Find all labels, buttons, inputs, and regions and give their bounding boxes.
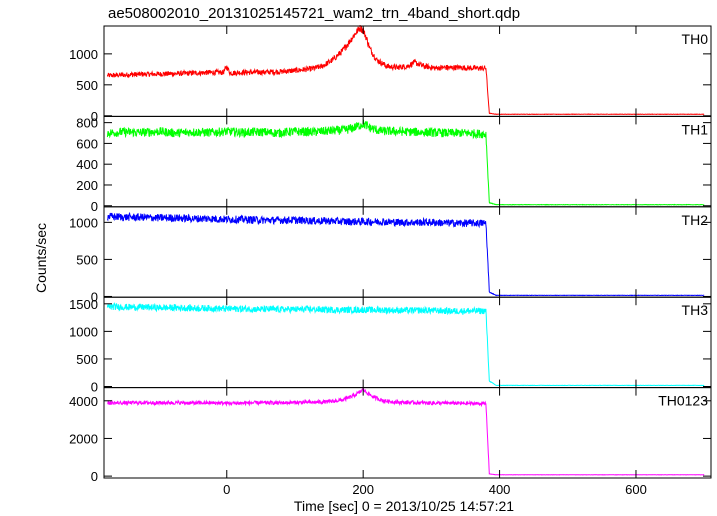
y-tick-label: 0 — [91, 199, 98, 214]
x-axis-label: Time [sec] 0 = 2013/10/25 14:57:21 — [294, 498, 514, 514]
y-tick-label: 0 — [91, 379, 98, 394]
y-tick-label: 500 — [76, 78, 98, 93]
panel-label-th3: TH3 — [682, 302, 709, 318]
panels: 0 500 1000 TH0 0 200 400 600 800 TH1 0 500 1000 TH2 0 5… — [69, 24, 712, 497]
panel-th0123: 0 2000 4000 TH0123 — [69, 387, 712, 484]
y-axis-label: Counts/sec — [33, 223, 49, 293]
y-tick-label: 200 — [76, 178, 98, 193]
series-line-th2 — [106, 211, 705, 297]
series-line-th1 — [106, 119, 705, 206]
y-tick-label: 1500 — [69, 297, 98, 312]
y-tick-label: 0 — [91, 109, 98, 124]
panel-th3: 0 500 1000 1500 TH3 — [69, 296, 712, 394]
x-tick-label: 400 — [489, 482, 511, 497]
x-tick-label: 600 — [625, 482, 647, 497]
x-tick-label: 0 — [223, 482, 230, 497]
panel-th1: 0 200 400 600 800 TH1 — [76, 116, 712, 214]
panel-th0: 0 500 1000 TH0 — [69, 24, 712, 124]
panel-frame — [103, 206, 712, 298]
panel-label-th0: TH0 — [682, 31, 709, 47]
y-tick-label: 4000 — [69, 394, 98, 409]
panel-th2: 0 500 1000 TH2 — [69, 206, 712, 304]
y-tick-label: 500 — [76, 352, 98, 367]
series-line-th3 — [106, 302, 705, 387]
series-line-th0123 — [107, 388, 705, 476]
y-tick-label: 0 — [91, 289, 98, 304]
panel-label-th2: TH2 — [682, 212, 709, 228]
y-tick-label: 1000 — [69, 215, 98, 230]
y-tick-label: 0 — [91, 469, 98, 484]
y-tick-label: 800 — [76, 116, 98, 131]
y-tick-label: 1000 — [69, 47, 98, 62]
chart-title: ae508002010_20131025145721_wam2_trn_4ban… — [108, 5, 520, 22]
y-tick-label: 500 — [76, 252, 98, 267]
y-tick-label: 400 — [76, 157, 98, 172]
panel-label-th0123: TH0123 — [658, 393, 708, 409]
y-tick-label: 600 — [76, 136, 98, 151]
panel-frame — [103, 387, 712, 479]
series-line-th0 — [106, 24, 705, 116]
x-tick-label: 200 — [352, 482, 374, 497]
y-tick-label: 1000 — [69, 324, 98, 339]
panel-label-th1: TH1 — [682, 121, 709, 137]
y-tick-label: 2000 — [69, 431, 98, 446]
